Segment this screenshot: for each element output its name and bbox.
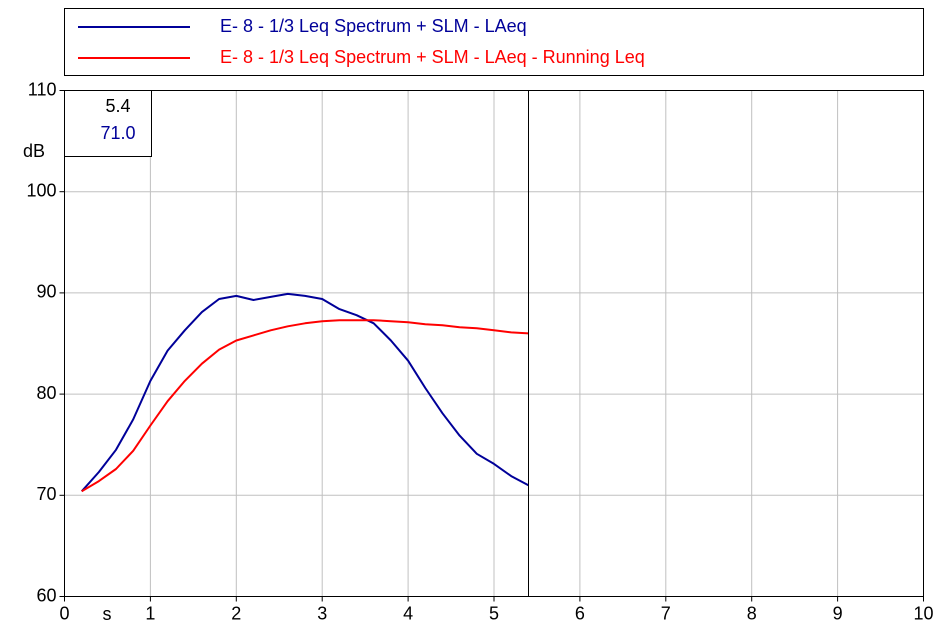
x-tick-label: 6 bbox=[575, 603, 585, 623]
cursor-y-value: 71.0 bbox=[100, 123, 135, 143]
legend-label-series-1: E- 8 - 1/3 Leq Spectrum + SLM - LAeq bbox=[220, 16, 527, 36]
y-tick-label: 90 bbox=[36, 282, 56, 302]
cursor-readout-box bbox=[64, 90, 152, 157]
series-lines bbox=[80, 292, 529, 493]
legend-box: E- 8 - 1/3 Leq Spectrum + SLM - LAeq E- … bbox=[64, 8, 924, 76]
x-tick-label: 7 bbox=[661, 603, 671, 623]
cursor-x-value: 5.4 bbox=[105, 96, 130, 116]
x-tick-label: 3 bbox=[317, 603, 327, 623]
x-tick-label: 2 bbox=[231, 603, 241, 623]
x-tick-label: 10 bbox=[913, 603, 933, 623]
grid bbox=[64, 90, 924, 597]
x-tick-label: 9 bbox=[833, 603, 843, 623]
y-tick-label: 70 bbox=[36, 484, 56, 504]
y-unit-label: dB bbox=[23, 141, 45, 161]
x-tick-label: 4 bbox=[403, 603, 413, 623]
x-unit-label: s bbox=[103, 604, 112, 624]
y-axis: 60 70 80 90 100 110 bbox=[26, 79, 65, 605]
x-tick-label: 8 bbox=[747, 603, 757, 623]
x-axis: 0 1 2 3 4 5 6 7 8 9 10 bbox=[59, 596, 934, 623]
series-line-2 bbox=[81, 319, 529, 493]
y-tick-label: 60 bbox=[36, 585, 56, 605]
x-tick-label: 1 bbox=[145, 603, 155, 623]
legend-frame bbox=[64, 8, 924, 76]
x-tick-label: 0 bbox=[59, 603, 69, 623]
cursor-readout: 5.4 71.0 bbox=[64, 90, 152, 157]
legend-label-series-2: E- 8 - 1/3 Leq Spectrum + SLM - LAeq - R… bbox=[220, 47, 645, 67]
y-tick-label: 80 bbox=[36, 383, 56, 403]
y-tick-label: 100 bbox=[26, 180, 56, 200]
series-line-1 bbox=[80, 292, 529, 492]
x-tick-label: 5 bbox=[489, 603, 499, 623]
y-tick-label: 110 bbox=[28, 79, 57, 99]
